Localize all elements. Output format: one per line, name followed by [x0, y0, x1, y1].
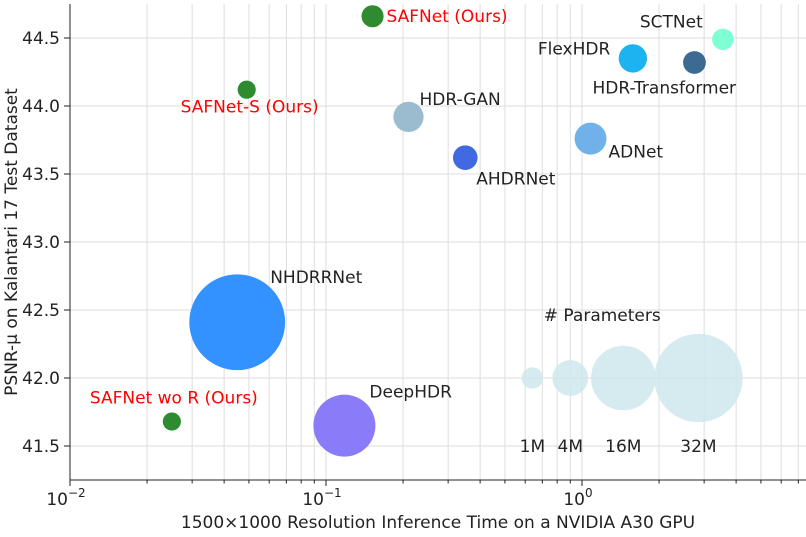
point-adnet	[574, 122, 607, 155]
size-legend-label: 1M	[520, 437, 545, 457]
point-label: SCTNet	[640, 12, 703, 32]
x-tick-label: 100	[563, 486, 592, 510]
point-label: NHDRRNet	[270, 268, 362, 288]
size-legend-bubble	[654, 333, 743, 423]
y-tick-label: 44.0	[22, 97, 60, 117]
point-nhdrrnet	[189, 274, 286, 371]
point-label: HDR-GAN	[419, 90, 500, 110]
y-tick-label: 42.5	[22, 301, 60, 321]
point-label: DeepHDR	[369, 383, 452, 403]
point-flexhdr	[618, 44, 648, 73]
x-tick-label: 10−2	[46, 486, 85, 510]
data-points: SAFNet (Ours) SAFNet-S (Ours) SAFNet wo R …	[90, 5, 736, 457]
point-safnet-s-ours	[237, 80, 256, 99]
point-hdr-transformer	[683, 51, 706, 74]
point-label: SAFNet wo R (Ours)	[90, 389, 258, 409]
y-axis-label: PSNR-μ on Kalantari 17 Test Dataset	[2, 88, 22, 396]
point-hdr-gan	[393, 101, 424, 132]
y-tick-label: 43.0	[22, 233, 60, 253]
grid-lines	[69, 4, 806, 480]
size-legend-bubble	[552, 360, 589, 396]
point-sctnet	[712, 28, 734, 51]
size-legend-label: 16M	[605, 437, 641, 457]
axes: 41.5 42.0 42.5 43.0 43.5 44.0 44.5 10−2 10−1 100	[22, 4, 806, 510]
y-tick-label: 42.0	[22, 369, 60, 389]
size-legend-bubble	[590, 345, 656, 411]
point-label: HDR-Transformer	[592, 78, 736, 98]
size-legend: # Parameters 1M 4M 16M 32M	[520, 306, 743, 457]
point-label: SAFNet (Ours)	[387, 7, 508, 27]
point-ahdrnet	[452, 145, 478, 170]
point-deephdr	[313, 394, 376, 457]
point-safnet-ours	[361, 5, 384, 28]
point-label: SAFNet-S (Ours)	[181, 98, 319, 118]
size-legend-bubble	[521, 367, 544, 389]
point-label: AHDRNet	[476, 170, 555, 190]
point-label: FlexHDR	[538, 39, 611, 59]
size-legend-label: 32M	[680, 437, 716, 457]
point-label: ADNet	[609, 143, 664, 163]
y-tick-label: 41.5	[22, 437, 60, 457]
x-tick-label: 10−1	[302, 486, 341, 510]
size-legend-title: # Parameters	[544, 306, 661, 326]
point-safnet-wo-r-ours	[162, 412, 181, 431]
y-tick-label: 44.5	[22, 29, 60, 49]
size-legend-label: 4M	[558, 437, 583, 457]
y-tick-label: 43.5	[22, 165, 60, 185]
x-axis-label: 1500×1000 Resolution Inference Time on a…	[181, 513, 695, 533]
